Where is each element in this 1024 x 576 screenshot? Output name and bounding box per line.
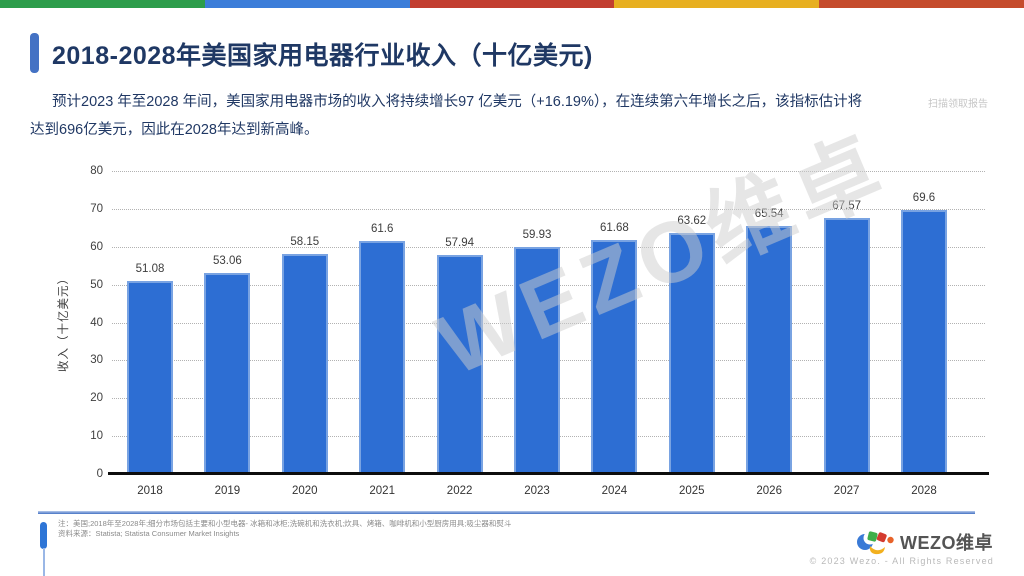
- subtitle: 预计2023 年至2028 年间，美国家用电器市场的收入将持续增长97 亿美元（…: [30, 88, 920, 144]
- gridline-70: [112, 208, 985, 210]
- bar-value-label-2026: 65.54: [754, 207, 784, 220]
- bar-2021: [359, 240, 406, 474]
- x-tick-label-2020: 2020: [292, 485, 318, 497]
- y-tick-label-0: 0: [96, 468, 103, 480]
- bar-2025: [668, 233, 715, 474]
- y-tick-label-50: 50: [90, 278, 103, 291]
- bar-2018: [127, 280, 173, 474]
- x-tick-label-2025: 2025: [679, 485, 705, 497]
- footnote-accent-bar: [40, 522, 47, 549]
- title-accent-bar: [30, 33, 39, 73]
- y-tick-label-70: 70: [90, 202, 103, 215]
- top-strip: [0, 0, 1024, 8]
- footnote-line-1: 注：美国;2018年至2028年;细分市场包括主要和小型电器- 冰箱和冰柜;洗碗…: [58, 519, 512, 528]
- x-tick-label-2023: 2023: [524, 485, 550, 497]
- y-tick-label-80: 80: [90, 165, 103, 177]
- bar-2022: [436, 254, 483, 474]
- bar-value-label-2027: 67.57: [832, 200, 861, 213]
- x-tick-label-2026: 2026: [756, 485, 782, 497]
- bar-2027: [823, 218, 870, 474]
- brand-name: WEZO维卓: [900, 533, 993, 553]
- bar-2026: [746, 225, 793, 474]
- x-tick-label-2022: 2022: [446, 485, 473, 497]
- x-tick-label-2018: 2018: [137, 485, 163, 497]
- bar-2019: [204, 273, 251, 474]
- top-strip-segment-1: [0, 0, 205, 8]
- bar-2028: [901, 210, 947, 474]
- x-tick-label-2028: 2028: [911, 485, 937, 497]
- top-strip-segment-5: [819, 0, 1024, 8]
- bar-value-label-2022: 57.94: [445, 236, 474, 249]
- y-tick-label-10: 10: [90, 430, 103, 443]
- bar-2023: [514, 247, 560, 474]
- wezo-logo-icon: [857, 531, 894, 555]
- bar-value-label-2023: 59.93: [522, 229, 552, 241]
- top-strip-segment-2: [204, 0, 410, 8]
- x-axis-line: [108, 472, 989, 475]
- bar-value-label-2025: 63.62: [677, 215, 707, 228]
- page-title: 2018-2028年美国家用电器行业收入（十亿美元): [52, 42, 593, 70]
- y-tick-label-30: 30: [90, 354, 103, 367]
- bar-value-label-2024: 61.68: [600, 222, 629, 235]
- x-tick-label-2024: 2024: [601, 485, 628, 497]
- x-tick-label-2019: 2019: [214, 485, 241, 497]
- copyright: © 2023 Wezo. - All Rights Reserved: [809, 556, 994, 566]
- footer-divider: [38, 511, 975, 514]
- x-tick-label-2027: 2027: [833, 485, 860, 497]
- subtitle-line-1: 预计2023 年至2028 年间，美国家用电器市场的收入将持续增长97 亿美元（…: [52, 94, 863, 110]
- footnote: 注：美国;2018年至2028年;细分市场包括主要和小型电器- 冰箱和冰柜;洗碗…: [58, 519, 618, 538]
- footnote-line-2: 资料来源：Statista; Statista Consumer Market …: [58, 528, 240, 538]
- y-tick-label-40: 40: [90, 316, 103, 329]
- scan-report-hint: 扫描领取报告: [928, 99, 988, 110]
- bar-2024: [591, 240, 638, 474]
- top-strip-segment-4: [614, 0, 820, 8]
- gridline-80: [112, 171, 985, 172]
- y-tick-label-20: 20: [90, 392, 103, 405]
- bar-value-label-2021: 61.6: [370, 222, 394, 235]
- subtitle-line-2: 达到696亿美元，因此在2028年达到新高峰。: [30, 122, 319, 138]
- top-strip-segment-3: [409, 0, 615, 8]
- bar-value-label-2020: 58.15: [290, 235, 320, 248]
- footnote-accent-tail: [43, 548, 45, 576]
- bar-value-label-2018: 51.08: [135, 262, 165, 275]
- brand: WEZO维卓: [856, 529, 993, 555]
- bar-2020: [281, 253, 328, 474]
- bar-value-label-2019: 53.06: [213, 255, 242, 268]
- y-tick-label-60: 60: [90, 240, 103, 253]
- bar-value-label-2028: 69.6: [912, 192, 936, 205]
- x-tick-label-2021: 2021: [369, 485, 395, 497]
